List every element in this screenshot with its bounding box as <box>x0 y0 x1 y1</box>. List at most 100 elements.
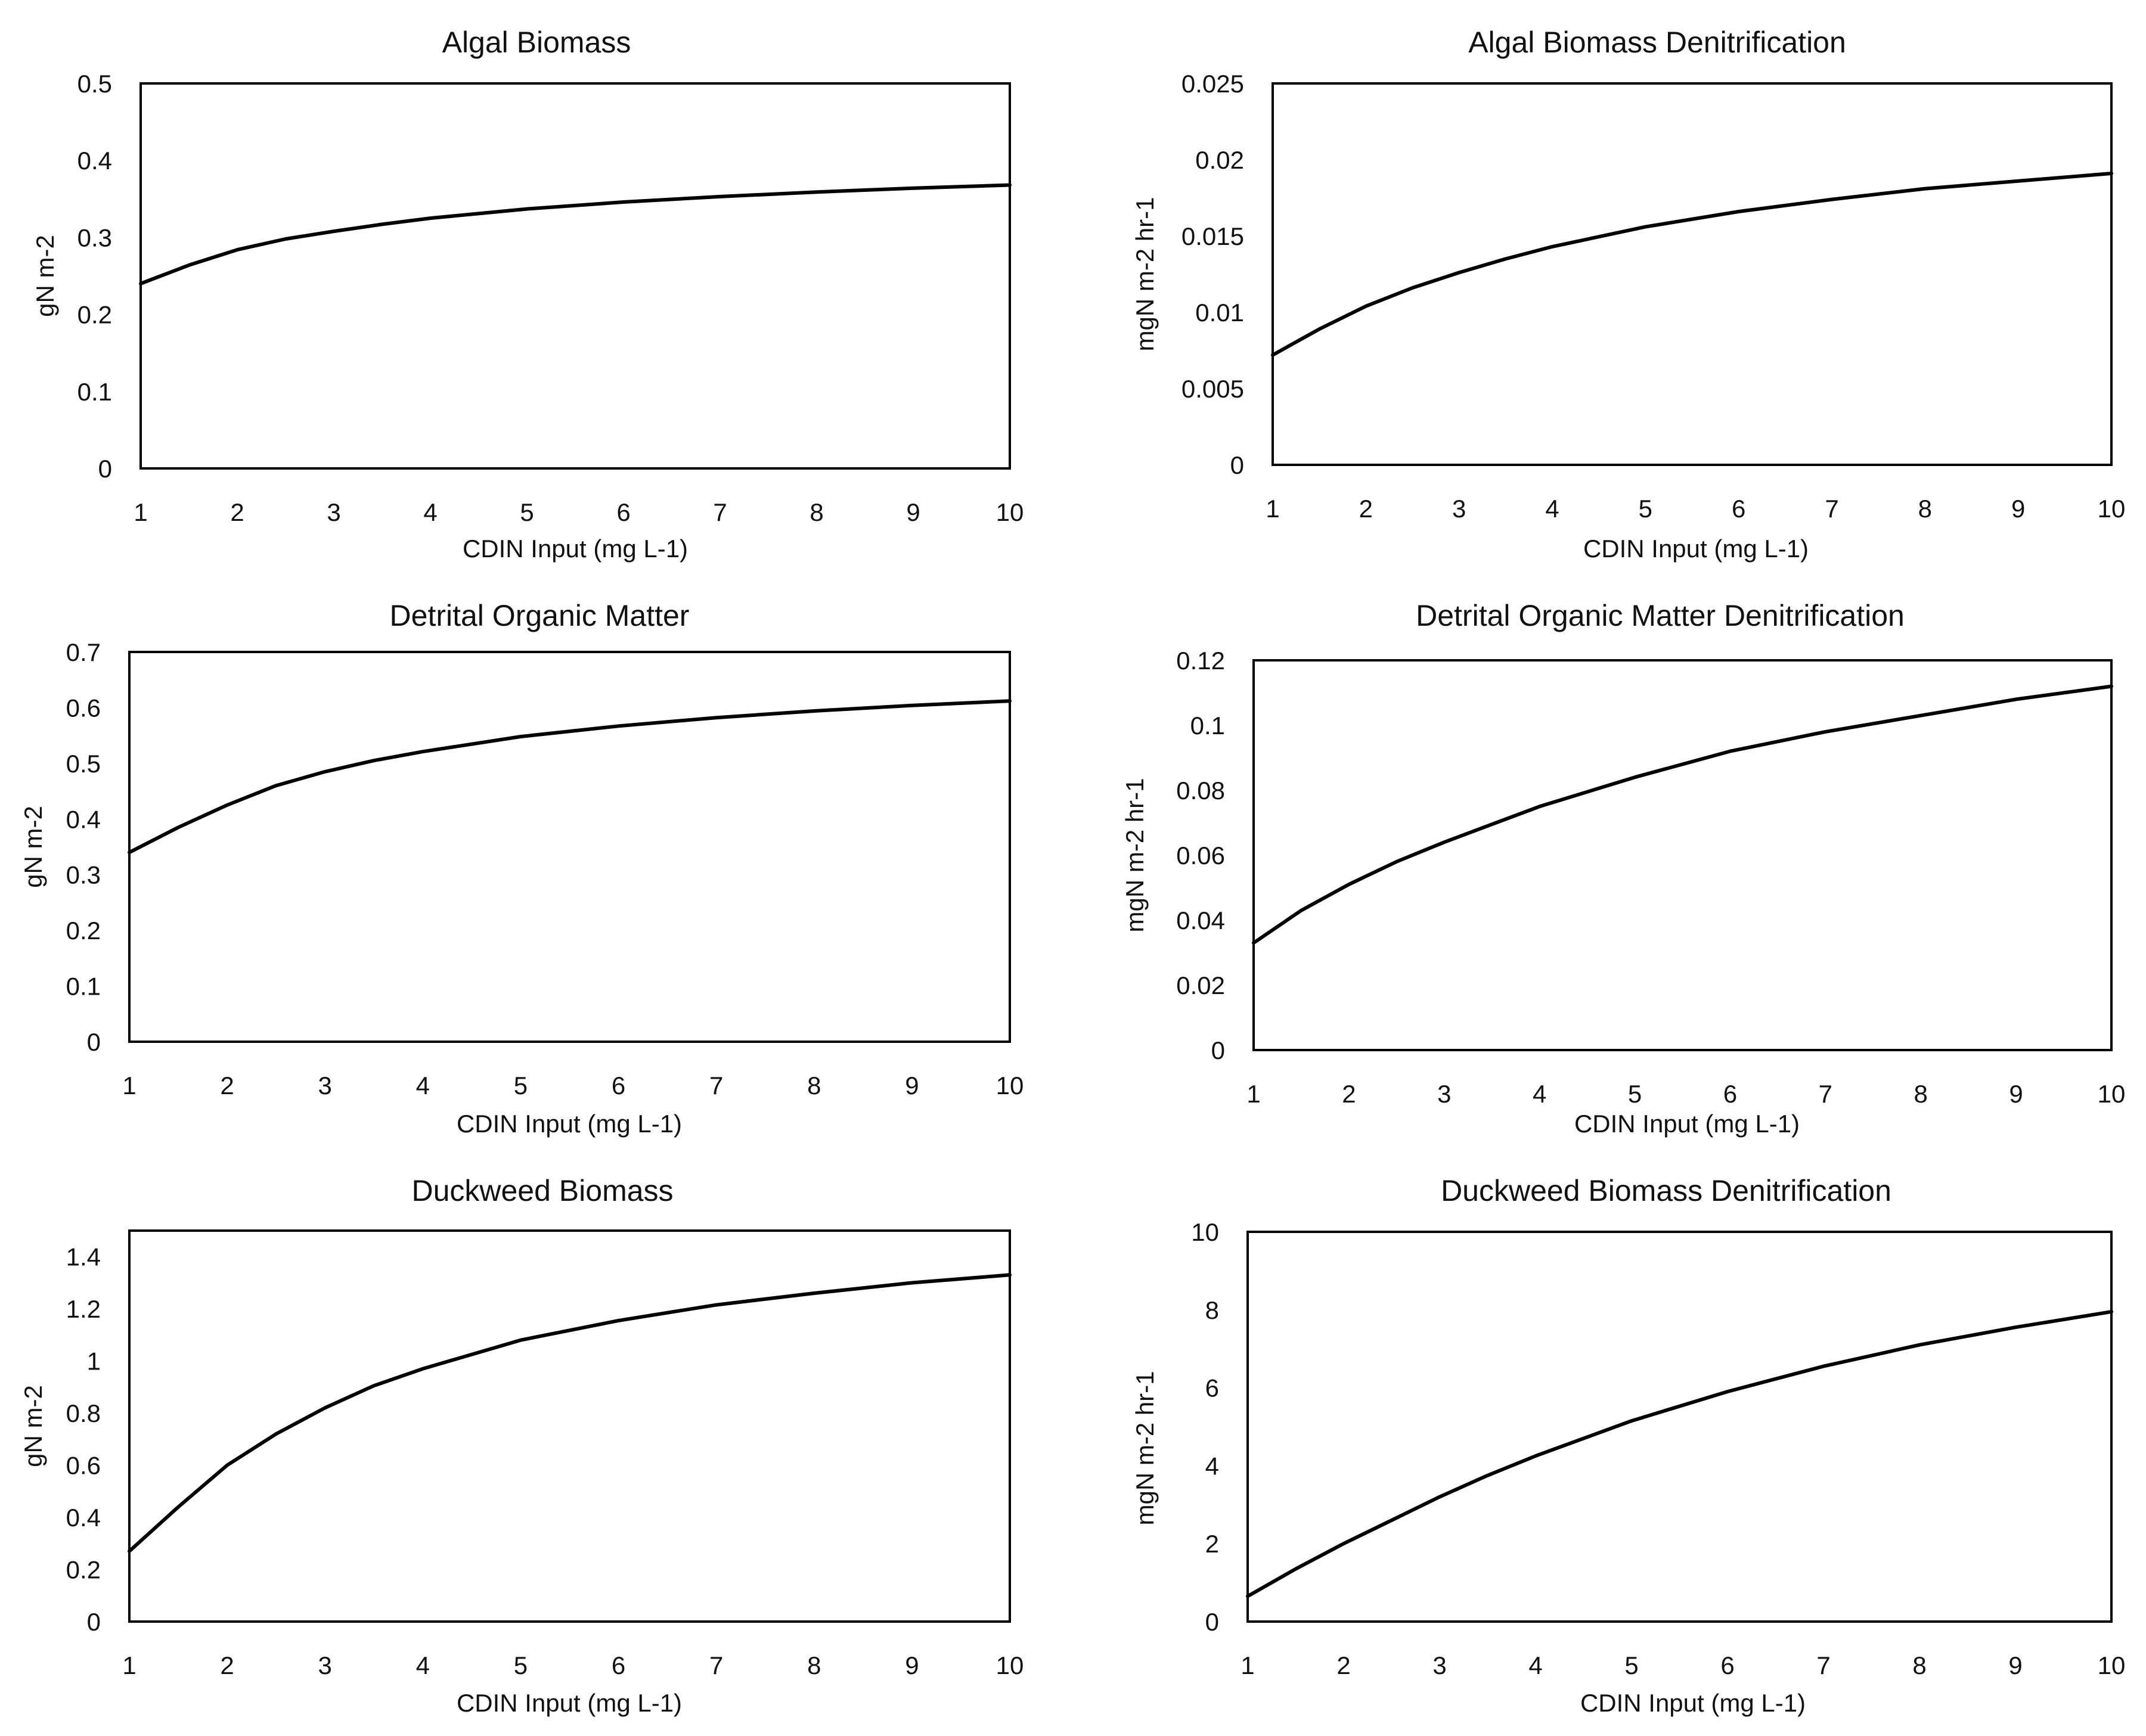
x-tick-label: 2 <box>220 1651 234 1679</box>
chart-title: Detrital Organic Matter Denitrification <box>1416 599 1905 632</box>
panel-algal-biomass-denitrification: Algal Biomass Denitrification CDIN Input… <box>1131 26 2125 563</box>
x-axis-label: CDIN Input (mg L-1) <box>1574 1110 1800 1138</box>
y-tick-label: 1.4 <box>66 1243 101 1271</box>
x-tick-label: 6 <box>1723 1080 1737 1108</box>
x-tick-label: 4 <box>1545 495 1559 523</box>
x-tick-label: 9 <box>905 1651 919 1679</box>
x-tick-label: 5 <box>1628 1080 1642 1108</box>
x-tick-label: 6 <box>1720 1651 1734 1679</box>
y-tick-label: 6 <box>1205 1374 1219 1402</box>
x-tick-label: 4 <box>416 1072 430 1100</box>
x-axis-label: CDIN Input (mg L-1) <box>1580 1689 1806 1717</box>
x-tick-label: 3 <box>318 1072 332 1100</box>
x-tick-label: 5 <box>1624 1651 1638 1679</box>
y-axis-label: mgN m-2 hr-1 <box>1131 1371 1159 1525</box>
y-tick-label: 0.7 <box>66 638 101 666</box>
y-tick-label: 0.12 <box>1176 647 1225 675</box>
x-tick-label: 4 <box>1528 1651 1542 1679</box>
x-tick-label: 2 <box>230 498 244 526</box>
x-tick-label: 9 <box>2011 495 2025 523</box>
x-tick-label: 4 <box>423 498 437 526</box>
x-tick-label: 2 <box>220 1072 234 1100</box>
x-tick-label: 8 <box>1918 495 1932 523</box>
x-tick-label: 5 <box>514 1072 528 1100</box>
y-tick-label: 0.4 <box>77 147 112 175</box>
y-tick-label: 0.08 <box>1176 777 1225 805</box>
x-tick-label: 9 <box>905 1072 919 1100</box>
y-tick-label: 0 <box>1230 451 1244 479</box>
y-tick-label: 0.2 <box>77 301 112 329</box>
y-tick-label: 0.3 <box>77 223 112 251</box>
y-tick-label: 0.4 <box>66 1504 101 1532</box>
y-tick-label: 0 <box>87 1608 101 1636</box>
y-tick-label: 0.3 <box>66 861 101 889</box>
x-tick-label: 3 <box>1432 1651 1446 1679</box>
y-tick-label: 0 <box>1211 1036 1225 1064</box>
x-axis-label: CDIN Input (mg L-1) <box>463 535 688 563</box>
panel-detrital-organic-matter-denitrification: Detrital Organic Matter Denitrification … <box>1121 599 2125 1138</box>
y-tick-label: 0 <box>87 1028 101 1056</box>
x-tick-label: 9 <box>906 498 920 526</box>
y-tick-label: 0.6 <box>66 1452 101 1480</box>
series-line <box>1252 684 2113 945</box>
x-axis-label: CDIN Input (mg L-1) <box>457 1689 682 1717</box>
x-tick-label: 6 <box>612 1651 625 1679</box>
panel-duckweed-biomass-denitrification: Duckweed Biomass Denitrification CDIN In… <box>1131 1174 2125 1717</box>
chart-title: Algal Biomass Denitrification <box>1468 26 1846 59</box>
x-tick-label: 3 <box>1452 495 1466 523</box>
y-axis-label: gN m-2 <box>19 1385 47 1467</box>
series-line <box>139 183 1012 285</box>
panel-algal-biomass: Algal Biomass CDIN Input (mg L-1) gN m-2… <box>31 26 1024 563</box>
x-tick-label: 3 <box>1437 1080 1451 1108</box>
x-tick-label: 6 <box>612 1072 625 1100</box>
x-tick-label: 7 <box>709 1072 723 1100</box>
x-tick-label: 10 <box>2098 1080 2126 1108</box>
y-tick-label: 0.4 <box>66 805 101 833</box>
x-tick-label: 10 <box>996 1651 1024 1679</box>
y-tick-label: 2 <box>1205 1530 1219 1558</box>
plot-frame <box>1272 82 2113 466</box>
x-tick-label: 10 <box>2098 1651 2126 1679</box>
panel-detrital-organic-matter: Detrital Organic Matter CDIN Input (mg L… <box>19 599 1024 1138</box>
x-tick-label: 9 <box>2009 1080 2023 1108</box>
x-tick-label: 8 <box>807 1651 821 1679</box>
y-tick-label: 1 <box>87 1347 101 1375</box>
y-tick-label: 0.2 <box>66 1556 101 1584</box>
panel-duckweed-biomass: Duckweed Biomass CDIN Input (mg L-1) gN … <box>19 1174 1024 1717</box>
x-tick-label: 3 <box>318 1651 332 1679</box>
x-tick-label: 2 <box>1342 1080 1356 1108</box>
y-axis-label: gN m-2 <box>31 235 59 317</box>
x-tick-label: 8 <box>807 1072 821 1100</box>
y-tick-label: 0 <box>98 455 112 483</box>
x-tick-label: 7 <box>1816 1651 1830 1679</box>
x-tick-label: 2 <box>1359 495 1373 523</box>
series-line <box>128 699 1012 855</box>
y-tick-label: 0.5 <box>66 750 101 778</box>
x-axis-label: CDIN Input (mg L-1) <box>457 1110 682 1138</box>
y-tick-label: 10 <box>1191 1218 1219 1246</box>
y-tick-label: 8 <box>1205 1296 1219 1324</box>
plot-frame <box>128 1229 1011 1623</box>
x-tick-label: 7 <box>1819 1080 1832 1108</box>
x-tick-label: 6 <box>616 498 630 526</box>
y-tick-label: 0.1 <box>77 378 112 406</box>
x-tick-label: 10 <box>2098 495 2126 523</box>
y-axis-label: mgN m-2 hr-1 <box>1131 197 1159 351</box>
x-tick-label: 5 <box>520 498 534 526</box>
x-tick-label: 5 <box>514 1651 528 1679</box>
chart-title: Duckweed Biomass Denitrification <box>1441 1174 1891 1207</box>
chart-title: Detrital Organic Matter <box>390 599 690 632</box>
series-line <box>1246 1310 2113 1598</box>
x-tick-label: 9 <box>2008 1651 2022 1679</box>
x-tick-label: 7 <box>709 1651 723 1679</box>
x-tick-label: 1 <box>122 1072 136 1100</box>
y-tick-label: 0.02 <box>1195 146 1244 174</box>
x-tick-label: 10 <box>996 498 1024 526</box>
x-tick-label: 4 <box>416 1651 430 1679</box>
plot-frame <box>1252 659 2113 1051</box>
y-tick-label: 4 <box>1205 1452 1219 1480</box>
y-axis-label: gN m-2 <box>19 806 47 888</box>
y-tick-label: 0.8 <box>66 1399 101 1427</box>
x-tick-label: 6 <box>1732 495 1745 523</box>
y-tick-label: 0.025 <box>1181 70 1244 98</box>
